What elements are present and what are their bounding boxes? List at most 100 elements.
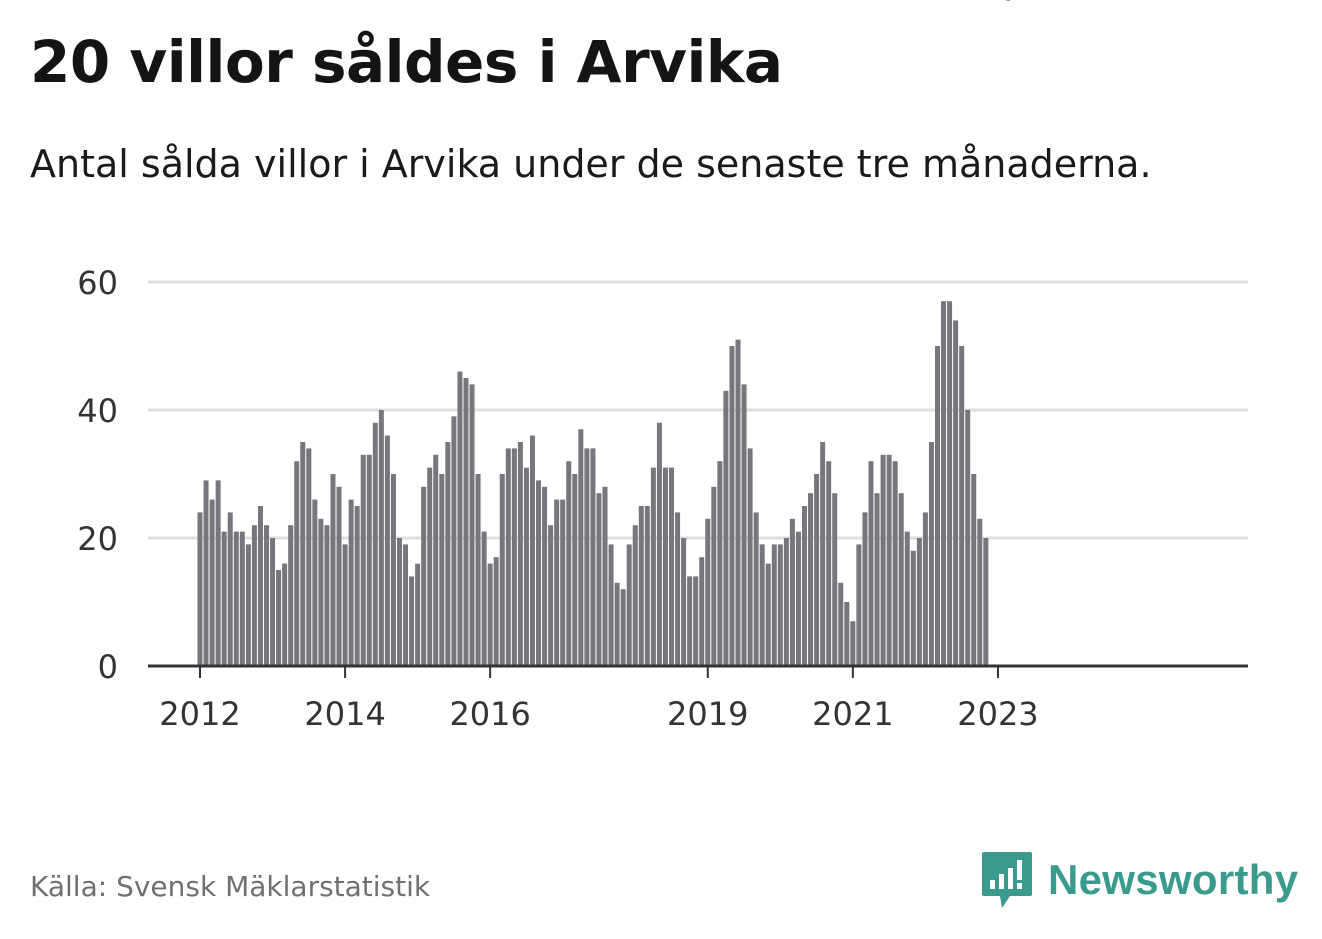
bar <box>233 531 239 666</box>
bar <box>517 442 523 666</box>
bar <box>934 346 940 666</box>
bar <box>354 506 360 666</box>
bar <box>427 467 433 666</box>
bar <box>826 461 832 666</box>
bar <box>886 454 892 666</box>
bar <box>264 525 269 666</box>
bar <box>239 531 245 666</box>
bar <box>282 563 288 666</box>
bar <box>693 576 699 666</box>
newsworthy-logo: Newsworthy <box>980 850 1298 910</box>
bar <box>475 474 481 666</box>
bar <box>511 448 517 666</box>
bar <box>735 339 741 666</box>
bar <box>324 525 330 666</box>
y-tick-label: 0 <box>98 648 118 686</box>
bar <box>862 512 868 666</box>
bar <box>203 480 209 666</box>
bar <box>802 506 807 666</box>
bar <box>916 538 922 666</box>
bar <box>209 499 215 666</box>
bar <box>777 544 783 666</box>
bar <box>717 461 723 666</box>
bar <box>892 461 898 666</box>
bar <box>542 486 548 666</box>
bar <box>729 346 735 666</box>
bar <box>360 454 366 666</box>
bar <box>662 467 668 666</box>
bar <box>904 531 910 666</box>
bar <box>439 474 445 666</box>
bar <box>499 474 505 666</box>
x-tick-label: 2019 <box>667 695 748 733</box>
brand-name: Newsworthy <box>1048 856 1299 903</box>
bar <box>318 518 324 666</box>
bar <box>487 563 493 666</box>
bar <box>221 531 227 666</box>
bar <box>215 480 221 666</box>
bar <box>820 442 826 666</box>
bar <box>445 442 451 666</box>
bar <box>372 422 378 666</box>
bar <box>245 544 251 666</box>
bar <box>572 474 578 666</box>
source-note: Källa: Svensk Mäklarstatistik <box>30 870 431 903</box>
bar <box>953 320 959 666</box>
bar <box>759 544 765 666</box>
bar <box>294 461 300 666</box>
bar <box>469 384 475 666</box>
bar <box>578 429 584 666</box>
bar <box>390 474 396 666</box>
bar <box>699 557 705 666</box>
bar <box>711 486 717 666</box>
chart-subtitle: Antal sålda villor i Arvika under de sen… <box>30 142 1152 186</box>
bar <box>620 589 626 666</box>
bar <box>481 531 487 666</box>
bar <box>795 531 801 666</box>
bar <box>396 538 402 666</box>
bar <box>596 493 602 666</box>
bar <box>312 499 318 666</box>
bar <box>614 582 620 666</box>
bar <box>336 486 342 666</box>
bar <box>723 390 729 666</box>
bar <box>288 525 294 666</box>
bar <box>941 301 947 666</box>
bar <box>523 467 529 666</box>
bar <box>856 544 862 666</box>
y-tick-label: 20 <box>77 520 118 558</box>
bar <box>650 467 656 666</box>
bar <box>928 442 934 666</box>
bar <box>384 435 390 666</box>
x-tick-label: 2021 <box>812 695 893 733</box>
bar <box>874 493 880 666</box>
x-tick-label: 2023 <box>957 695 1038 733</box>
bar <box>850 621 856 666</box>
bar <box>675 512 681 666</box>
y-tick-label: 40 <box>77 392 118 430</box>
bar <box>409 576 415 666</box>
bar <box>415 563 421 666</box>
bar <box>554 499 560 666</box>
bar <box>947 301 953 666</box>
bar <box>922 512 928 666</box>
bar <box>753 512 759 666</box>
bar-chart: 02040602012201420162019202120232020 <box>77 0 1248 733</box>
bar <box>306 448 312 666</box>
bar <box>566 461 572 666</box>
chart-title: 20 villor såldes i Arvika <box>30 28 783 96</box>
bar <box>669 467 675 666</box>
bar <box>378 410 384 666</box>
bar <box>276 570 282 666</box>
bar <box>270 538 276 666</box>
bar <box>463 378 469 666</box>
bar <box>765 563 771 666</box>
bar <box>197 512 203 666</box>
bar <box>493 557 499 666</box>
bar <box>300 442 306 666</box>
x-tick-label: 2016 <box>449 695 530 733</box>
bar <box>910 550 916 666</box>
bar <box>257 506 263 666</box>
bar <box>971 474 977 666</box>
bar <box>457 371 463 666</box>
